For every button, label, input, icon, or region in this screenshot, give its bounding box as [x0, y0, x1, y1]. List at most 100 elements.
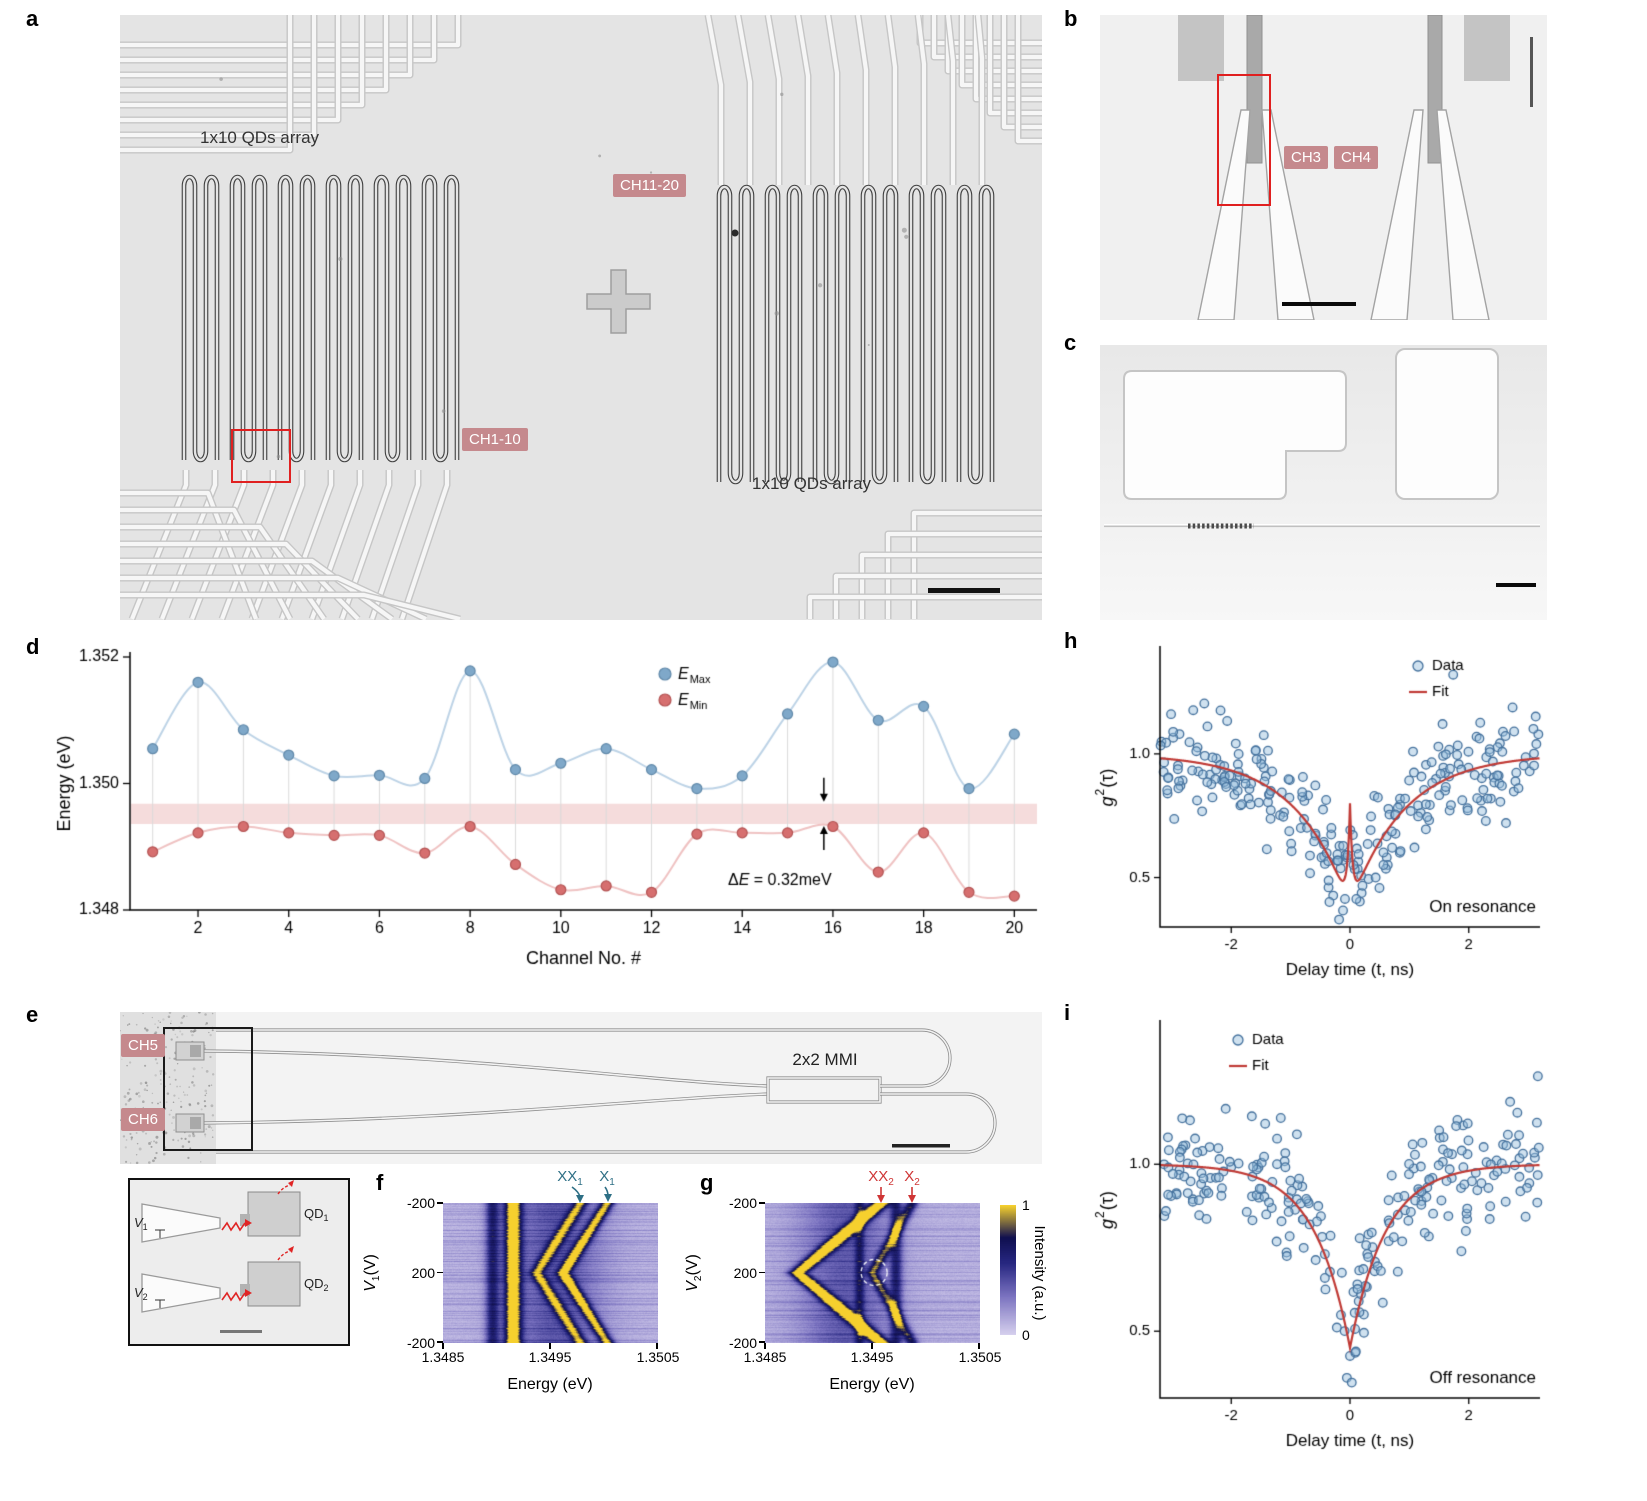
panel-letter-c: c: [1064, 330, 1077, 355]
taper-arm: [1370, 109, 1424, 320]
f-xtick: 1.3485: [421, 1349, 465, 1365]
channel-badge-ch6: CH6: [121, 1108, 166, 1131]
waveguide: [1104, 525, 1540, 528]
g-ytick: -200: [728, 1335, 757, 1351]
arrowhead: [245, 1219, 252, 1227]
g-xtick: 1.3495: [850, 1349, 894, 1365]
g-xlabel: Energy (eV): [829, 1376, 915, 1393]
x1-annotation: X1: [599, 1168, 615, 1188]
dust-particle: [731, 229, 739, 237]
micrograph-single-device: [1100, 345, 1547, 620]
channel-badge-ch3: CH3: [1284, 146, 1329, 169]
scale-bar: [928, 588, 1000, 593]
f-xlabel: Energy (eV): [507, 1376, 593, 1393]
panel-letter-f: f: [376, 1170, 384, 1195]
metal-pad-right: [1395, 348, 1499, 500]
panel-letter-h: h: [1064, 628, 1078, 653]
xx2-annotation: XX2: [868, 1168, 894, 1188]
mmi-label: 2x2 MMI: [792, 1050, 858, 1069]
emission-dashed-arrow: [277, 1250, 291, 1261]
qd2-mesa: [247, 1261, 301, 1307]
qd2-label: QD2: [304, 1276, 329, 1293]
axis-tick: [437, 1202, 443, 1204]
scale-bar: [1496, 583, 1536, 587]
taper-arm: [1436, 109, 1490, 320]
intensity-colorbar: [1000, 1205, 1016, 1335]
inset-qd-zoom: V1 V2 QD1 QD2: [128, 1178, 350, 1346]
x2-annotation: X2: [904, 1168, 920, 1188]
electrode-pad: [1178, 15, 1224, 81]
g-xtick: 1.3505: [958, 1349, 1002, 1365]
axis-tick: [759, 1341, 765, 1343]
f-ylabel: V1(V): [362, 1254, 383, 1292]
axis-tick: [437, 1271, 443, 1274]
waveguide-routing: [203, 1028, 997, 1154]
f-xtick: 1.3505: [636, 1349, 680, 1365]
channel-badge-ch11-20: CH11-20: [613, 174, 686, 197]
zoom-region-rectangle: [231, 429, 291, 483]
arrowhead: [245, 1289, 252, 1297]
f-annotation-arrows: [571, 1186, 612, 1203]
micrograph-qd-arrays: [120, 15, 1042, 620]
energy-vs-channel-chart: [50, 642, 1050, 977]
qd1-mesa: [247, 1191, 301, 1237]
taper-arm: [141, 1203, 221, 1243]
panel-letter-i: i: [1064, 1000, 1071, 1025]
channel-badge-ch1-10: CH1-10: [462, 428, 528, 451]
f-ytick: -200: [406, 1195, 435, 1211]
pl-map-qd2: [765, 1203, 980, 1343]
qd1-label: QD1: [304, 1206, 329, 1223]
axis-tick: [871, 1343, 873, 1349]
xx1-annotation: XX1: [557, 1168, 583, 1188]
f-ytick: 200: [411, 1265, 435, 1281]
axis-tick: [437, 1341, 443, 1343]
v2-label: V2: [134, 1285, 148, 1302]
axis-tick: [759, 1271, 765, 1274]
g-xtick: 1.3485: [743, 1349, 787, 1365]
taper-arm: [141, 1273, 221, 1313]
waveguide-highlight: [1104, 524, 1540, 526]
g-ytick: 200: [733, 1265, 757, 1281]
waveguide-meanders: [181, 77, 995, 485]
arrowhead: [604, 1194, 612, 1202]
f-xtick: 1.3495: [528, 1349, 572, 1365]
emission-dashed-arrow: [277, 1184, 291, 1195]
colorbar-min: 0: [1022, 1327, 1030, 1343]
pl-map-qd1: [443, 1203, 658, 1343]
micrograph-background: [120, 1012, 1042, 1164]
axis-tick: [442, 1343, 444, 1349]
coupler-port-inner: [190, 1045, 201, 1057]
electrode-wiring: [120, 15, 1042, 620]
photon-squiggle-arrow: [221, 1221, 246, 1232]
axis-tick: [656, 1343, 658, 1349]
channel-badge-ch5: CH5: [121, 1034, 166, 1057]
v1-label: V1: [134, 1215, 148, 1232]
axis-tick: [549, 1343, 551, 1349]
zoom-region-rectangle: [1217, 74, 1271, 206]
photon-squiggle-arrow: [221, 1291, 246, 1302]
probe-symbol: [155, 1299, 165, 1308]
alignment-cross-marker: [586, 269, 651, 334]
channel-badge-ch4: CH4: [1334, 146, 1379, 169]
micrograph-background: [120, 15, 1042, 620]
panel-letter-b: b: [1064, 6, 1078, 31]
axis-tick: [978, 1343, 980, 1349]
arrowhead: [908, 1195, 916, 1203]
colorbar-label: Intensity (a.u.): [1031, 1225, 1048, 1321]
arrowhead: [576, 1195, 584, 1203]
scale-bar: [892, 1144, 950, 1148]
micrograph-mmi-circuit: [120, 1012, 1042, 1164]
panel-letter-d: d: [26, 634, 40, 659]
edge-mark: [1530, 37, 1533, 107]
taper-arm: [1197, 109, 1251, 320]
g-annotation-arrows: [877, 1187, 916, 1203]
array-label-right: 1x10 QDs array: [752, 474, 872, 493]
g-ylabel: V2(V): [684, 1254, 705, 1292]
g-ytick: -200: [728, 1195, 757, 1211]
f-ytick: -200: [406, 1335, 435, 1351]
panel-letter-a: a: [26, 6, 39, 31]
arrowhead: [877, 1195, 885, 1203]
scale-bar: [1282, 302, 1356, 306]
g2-on-resonance-chart: [1088, 636, 1553, 1004]
